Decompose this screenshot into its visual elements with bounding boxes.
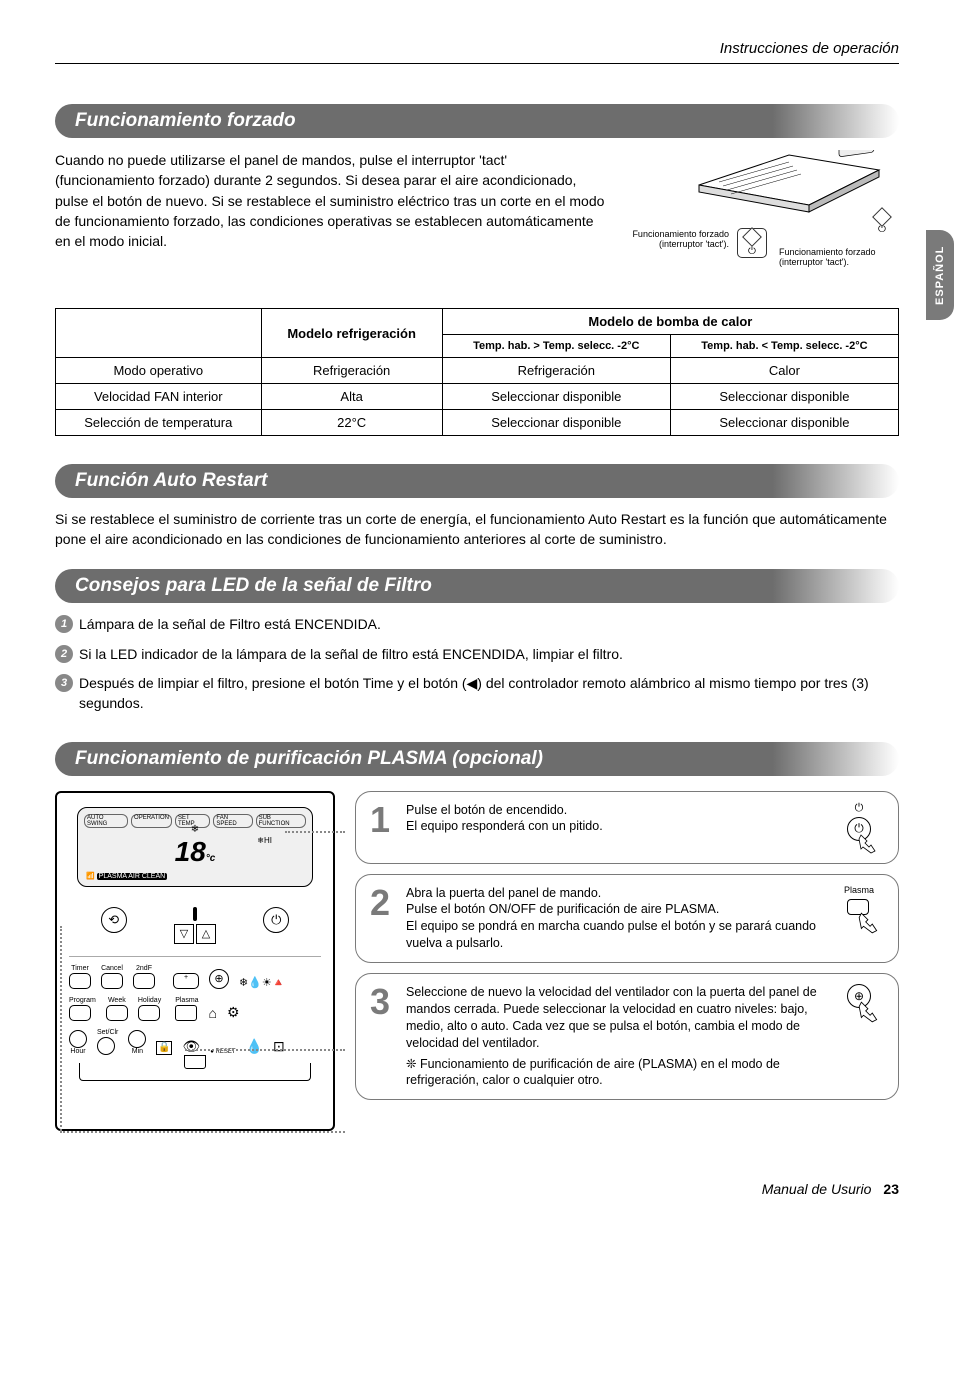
section-title: Funcionamiento de purificación PLASMA (o… [75,748,543,769]
header-category: Instrucciones de operación [55,40,899,64]
remote-screen: AUTO SWING OPERATION SET TEMP FAN SPEED … [77,807,313,887]
table-cell: Velocidad FAN interior [56,384,262,410]
step-card-2: 2 Abra la puerta del panel de mando. Pul… [355,874,899,964]
temp-up-button: △ [196,924,216,944]
col-model-refrig: Modelo refrigeración [261,309,442,358]
tact-button-icon [742,227,762,247]
section-header-plasma: Funcionamiento de purificación PLASMA (o… [55,742,899,776]
table-cell: Seleccionar disponible [670,384,898,410]
intro-paragraph: Cuando no puede utilizarse el panel de m… [55,150,609,290]
num-circle-3: 3 [55,674,73,692]
step-number: 1 [370,802,396,838]
filter-tip-2: 2 Si la LED indicador de la lámpara de l… [55,645,899,665]
section-header-filtro: Consejos para LED de la señal de Filtro [55,569,899,603]
language-tab: ESPAÑOL [926,230,954,320]
section-title: Consejos para LED de la señal de Filtro [75,575,432,596]
step-number: 2 [370,885,396,921]
section-title: Función Auto Restart [75,470,267,491]
filter-tip-3: 3 Después de limpiar el filtro, presione… [55,674,899,713]
table-cell: Alta [261,384,442,410]
table-cell: 22°C [261,410,442,436]
table-cell: Seleccionar disponible [442,410,670,436]
table-cell: Refrigeración [442,358,670,384]
setclr-button [97,1037,115,1055]
step-card-3: 3 Seleccione de nuevo la velocidad del v… [355,973,899,1100]
num-circle-1: 1 [55,615,73,633]
plus-button: + [173,973,199,989]
power-button: ⏻ [263,907,289,933]
secondf-button [133,973,155,989]
diagram-label-left: Funcionamiento forzado (interruptor 'tac… [632,229,729,249]
lock-icon: 🔒 [156,1041,172,1055]
step-number: 3 [370,984,396,1020]
restart-paragraph: Si se restablece el suministro de corrie… [55,510,899,549]
program-button [69,1005,91,1021]
week-button [106,1005,128,1021]
page-footer: Manual de Usurio23 [55,1181,899,1197]
plasma-label: Plasma [844,885,874,895]
step-card-1: 1 Pulse el botón de encendido. El equipo… [355,791,899,864]
table-cell: Refrigeración [261,358,442,384]
filter-tip-1: 1 Lámpara de la señal de Filtro está ENC… [55,615,899,635]
operation-table: Modelo refrigeración Modelo de bomba de … [55,308,899,436]
diagram-label-right: Funcionamiento forzado (interruptor 'tac… [779,247,876,267]
section-header-restart: Función Auto Restart [55,464,899,498]
cancel-button [101,973,123,989]
col-model-bomba: Modelo de bomba de calor [442,309,898,335]
power-icon: ⏻ [748,246,756,257]
table-cell: Calor [670,358,898,384]
ceiling-unit-diagram: Funcionamiento forzado (interruptor 'tac… [619,150,899,290]
press-plasma-icon [841,895,877,931]
swing-button: ⟲ [101,907,127,933]
temp-down-button: ▽ [174,924,194,944]
table-cell: Selección de temperatura [56,410,262,436]
table-cell: Seleccionar disponible [442,384,670,410]
fan-button: ⊕ [209,969,229,989]
num-circle-2: 2 [55,645,73,663]
section-title: Funcionamiento forzado [75,110,296,131]
timer-button [69,973,91,989]
section-header-forzado: Funcionamiento forzado [55,104,899,138]
plasma-button [175,1005,197,1021]
col-temp-lt: Temp. hab. < Temp. selecc. -2°C [670,335,898,358]
remote-control-diagram: AUTO SWING OPERATION SET TEMP FAN SPEED … [55,791,335,1131]
hour-button [69,1030,87,1048]
table-cell: Modo operativo [56,358,262,384]
tact-button-icon [872,207,892,227]
table-cell: Seleccionar disponible [670,410,898,436]
min-button [128,1030,146,1048]
col-temp-gt: Temp. hab. > Temp. selecc. -2°C [442,335,670,358]
press-fan-icon: ⊕ [841,984,877,1020]
holiday-button [138,1005,160,1021]
press-power-icon: ⏻ [841,817,877,853]
